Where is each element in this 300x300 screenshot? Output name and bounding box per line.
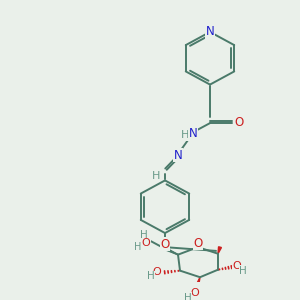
Text: O: O	[194, 237, 202, 250]
Text: O: O	[153, 267, 161, 277]
Text: N: N	[174, 148, 182, 162]
Text: H: H	[184, 293, 192, 300]
Text: N: N	[206, 26, 214, 38]
Text: O: O	[234, 116, 244, 129]
Text: H: H	[134, 242, 142, 252]
Text: H: H	[239, 266, 247, 276]
Text: N: N	[189, 127, 197, 140]
Text: O: O	[190, 288, 200, 298]
Text: H: H	[181, 130, 189, 140]
Text: H: H	[147, 271, 155, 281]
Text: O: O	[142, 238, 150, 248]
Text: O: O	[232, 261, 242, 271]
Polygon shape	[161, 246, 178, 255]
Text: H: H	[152, 171, 160, 181]
Polygon shape	[218, 247, 221, 254]
Text: O: O	[160, 238, 169, 251]
Polygon shape	[196, 277, 200, 287]
Text: H: H	[140, 230, 148, 240]
